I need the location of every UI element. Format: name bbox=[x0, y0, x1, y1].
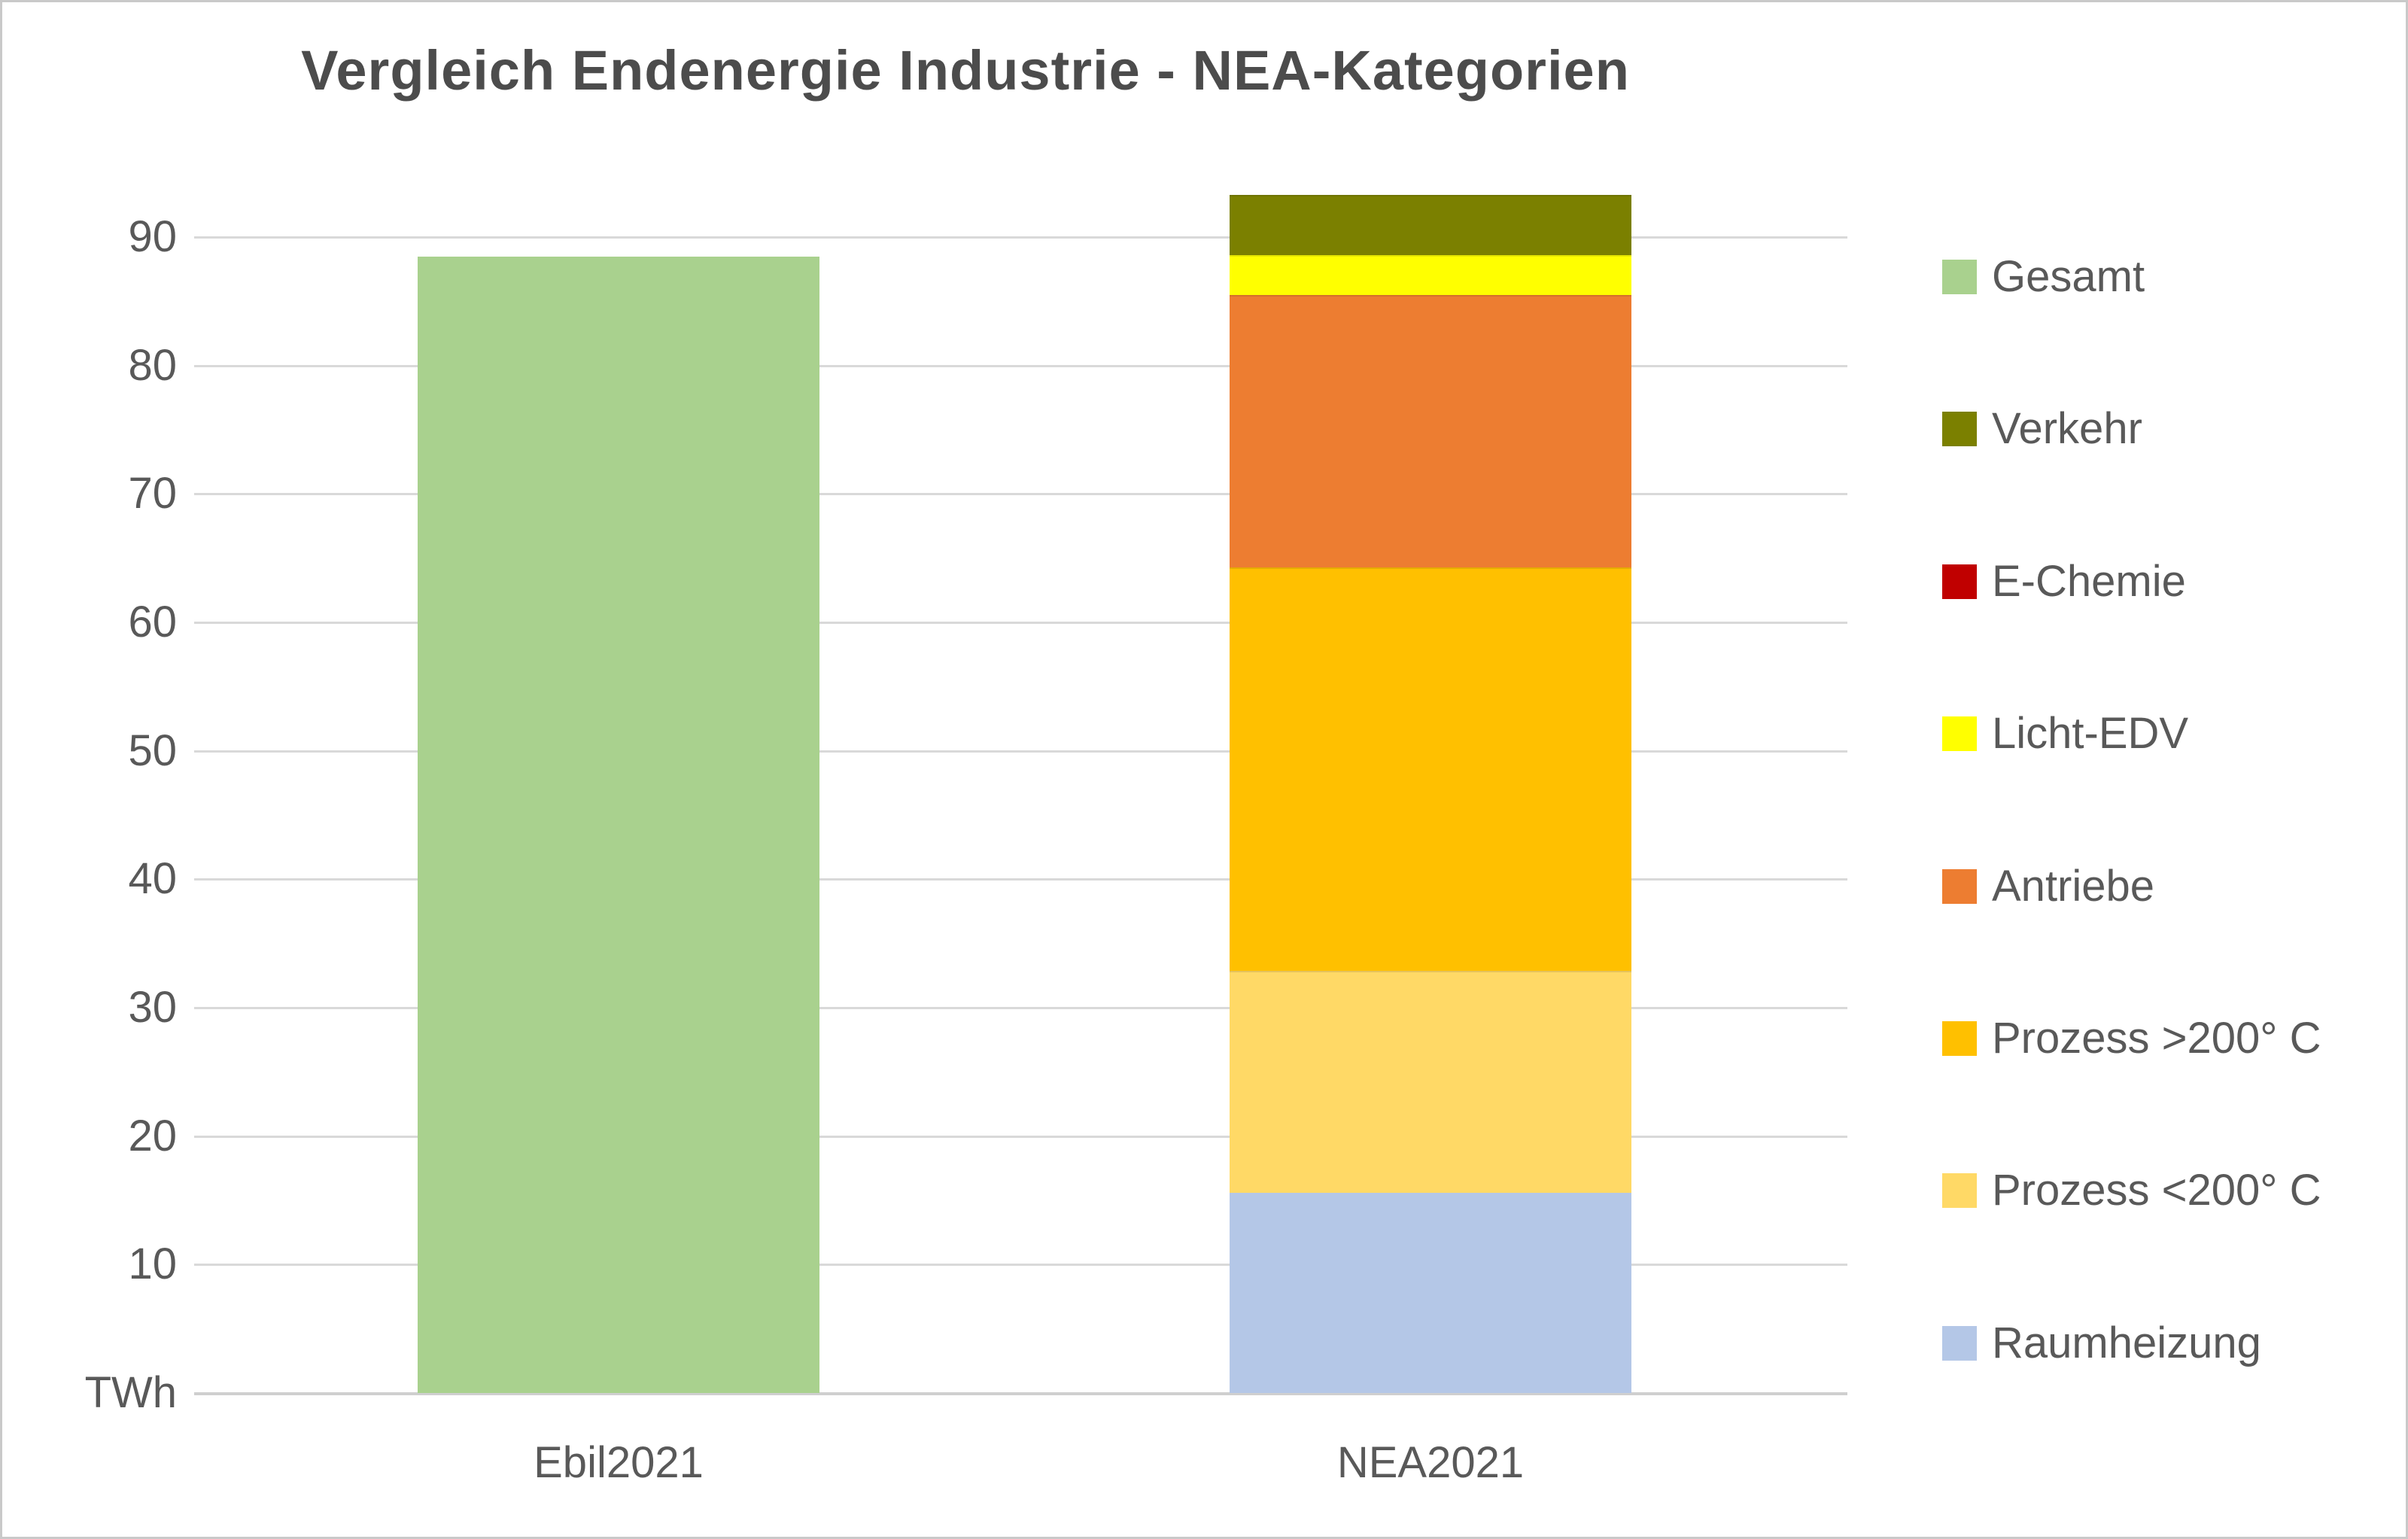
y-tick-label-30: 30 bbox=[128, 982, 177, 1032]
legend-swatch-verkehr bbox=[1942, 412, 1977, 447]
y-tick-label-10: 10 bbox=[128, 1239, 177, 1289]
y-tick-label-90: 90 bbox=[128, 211, 177, 261]
legend-label-licht-edv: Licht-EDV bbox=[1992, 709, 2189, 759]
y-tick-label-70: 70 bbox=[128, 469, 177, 519]
gridline-30 bbox=[194, 1006, 1847, 1009]
legend-swatch-gesamt bbox=[1942, 260, 1977, 294]
legend-swatch-antriebe bbox=[1942, 868, 1977, 904]
legend-label-gesamt: Gesamt bbox=[1992, 252, 2145, 301]
legend-label-prozess-200-c: Prozess <200° C bbox=[1992, 1166, 2321, 1215]
y-tick-label-50: 50 bbox=[128, 725, 177, 775]
legend-label-verkehr: Verkehr bbox=[1992, 404, 2142, 454]
gridline-20 bbox=[194, 1135, 1847, 1138]
y-tick-label-20: 20 bbox=[128, 1111, 177, 1160]
legend-swatch-licht-edv bbox=[1942, 716, 1977, 752]
legend-swatch-e-chemie bbox=[1942, 564, 1977, 599]
legend-swatch-prozess-200-c bbox=[1942, 1021, 1977, 1056]
bar-segment-nea2021-prozess-200-c bbox=[1230, 567, 1631, 971]
x-tick-label-ebil2021: Ebil2021 bbox=[534, 1438, 704, 1487]
gridline-80 bbox=[194, 364, 1847, 367]
bar-segment-nea2021-antriebe bbox=[1230, 294, 1631, 567]
unit-label: TWh bbox=[84, 1368, 177, 1417]
legend-label-antriebe: Antriebe bbox=[1992, 861, 2155, 911]
gridline-50 bbox=[194, 750, 1847, 753]
legend-label-raumheizung: Raumheizung bbox=[1992, 1318, 2261, 1367]
x-tick-label-nea2021: NEA2021 bbox=[1336, 1438, 1525, 1487]
bar-segment-nea2021-prozess-200-c bbox=[1230, 970, 1631, 1193]
gridline-90 bbox=[194, 236, 1847, 239]
gridline-70 bbox=[194, 493, 1847, 496]
chart-title: Vergleich Endenergie Industrie - NEA-Kat… bbox=[301, 39, 1630, 102]
y-tick-label-80: 80 bbox=[128, 340, 177, 390]
bar-segment-nea2021-verkehr bbox=[1230, 194, 1631, 255]
bar-segment-ebil2021-gesamt bbox=[418, 256, 819, 1393]
y-tick-label-60: 60 bbox=[128, 597, 177, 646]
legend-label-prozess-200-c: Prozess >200° C bbox=[1992, 1014, 2321, 1063]
bar-segment-nea2021-raumheizung bbox=[1230, 1192, 1631, 1393]
legend-swatch-prozess-200-c bbox=[1942, 1173, 1977, 1209]
bar-segment-nea2021-licht-edv bbox=[1230, 254, 1631, 295]
gridline-60 bbox=[194, 621, 1847, 624]
legend-swatch-raumheizung bbox=[1942, 1325, 1977, 1361]
legend-label-e-chemie: E-Chemie bbox=[1992, 556, 2186, 606]
y-tick-label-40: 40 bbox=[128, 854, 177, 904]
gridline-40 bbox=[194, 878, 1847, 881]
x-axis-baseline bbox=[194, 1392, 1847, 1395]
gridline-10 bbox=[194, 1264, 1847, 1267]
